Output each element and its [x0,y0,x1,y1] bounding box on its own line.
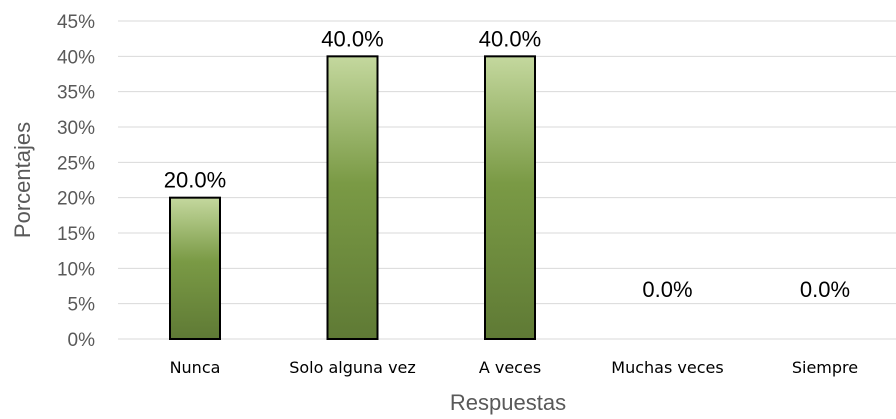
bars [169,55,536,340]
x-tick-label: A veces [479,358,541,377]
bar [169,196,221,340]
y-tick-label: 15% [57,224,95,245]
x-tick-label: Solo alguna vez [289,358,416,377]
data-label: 40.0% [321,26,383,51]
data-label: 0.0% [642,277,692,302]
y-tick-label: 5% [68,295,96,316]
y-axis-ticks: 0% 5% 10% 15% 20% 25% 30% 35% 40% 45% [57,12,95,351]
data-label: 0.0% [800,277,850,302]
y-axis-title: Porcentajes [10,122,35,238]
y-tick-label: 25% [57,153,95,174]
y-tick-label: 0% [68,330,96,351]
y-tick-label: 10% [57,259,95,280]
y-tick-label: 40% [57,47,95,68]
data-label: 40.0% [479,26,541,51]
y-tick-label: 20% [57,189,95,210]
x-tick-label: Nunca [170,358,221,377]
data-labels: 20.0% 40.0% 40.0% 0.0% 0.0% [164,26,850,302]
data-label: 20.0% [164,168,226,193]
x-tick-label: Muchas veces [611,358,723,377]
bar [326,55,379,340]
y-tick-label: 45% [57,12,95,33]
y-tick-label: 30% [57,118,95,139]
y-tick-label: 35% [57,83,95,104]
x-axis-title: Respuestas [450,390,566,415]
x-tick-label: Siempre [792,358,858,377]
x-axis-ticks: Nunca Solo alguna vez A veces Muchas veces S… [170,358,859,377]
bar [484,55,536,340]
